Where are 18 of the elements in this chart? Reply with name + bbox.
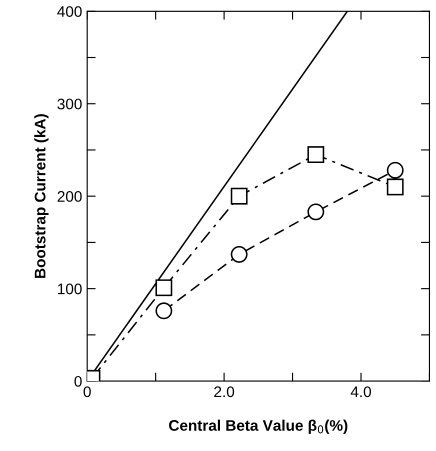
x-tick-label: 2.0	[214, 386, 234, 398]
y-tick-label: 0	[74, 376, 82, 387]
x-tick-label: 0	[84, 386, 91, 398]
point	[386, 178, 404, 196]
y-tick-label: 300	[57, 98, 82, 110]
point	[307, 204, 324, 220]
point	[230, 188, 248, 205]
point	[155, 279, 172, 296]
y-tick-label: 400	[57, 6, 82, 17]
point	[386, 162, 404, 179]
point	[155, 302, 172, 320]
y-tick-label: 200	[58, 191, 82, 202]
y-axis-title: Bootstrap Current (kA)	[34, 114, 49, 278]
y-tick-label: 100	[58, 284, 82, 294]
point	[230, 246, 248, 263]
x-axis-title: Central Beta Value β$_{0}$(%)	[169, 420, 348, 434]
point	[307, 146, 324, 163]
x-tick-label: 4.0	[350, 386, 372, 398]
